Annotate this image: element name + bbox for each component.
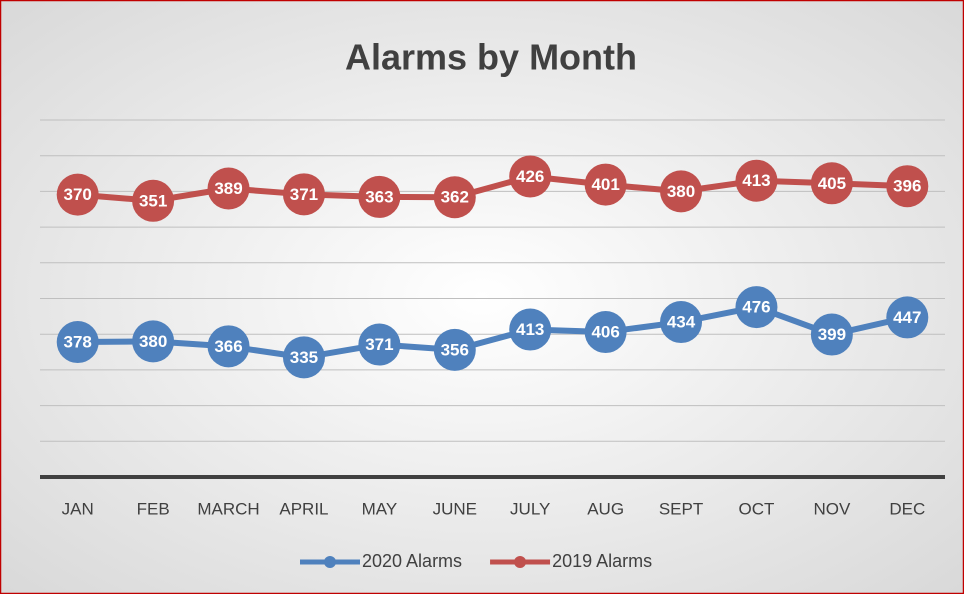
data-point — [509, 155, 552, 198]
data-label: 370 — [64, 185, 92, 204]
data-point — [282, 336, 325, 379]
data-point — [207, 167, 250, 210]
data-label: 371 — [290, 185, 318, 204]
data-label: 399 — [818, 325, 846, 344]
data-label: 363 — [365, 187, 393, 206]
data-label: 371 — [365, 335, 393, 354]
x-tick-label: JUNE — [433, 499, 477, 518]
data-point — [433, 176, 476, 219]
data-point — [810, 162, 853, 205]
data-label: 447 — [893, 308, 921, 327]
data-label: 434 — [667, 313, 696, 332]
x-tick-label: DEC — [889, 499, 925, 518]
data-label: 380 — [139, 332, 167, 351]
data-point — [735, 159, 778, 202]
data-point — [735, 286, 778, 329]
data-label: 426 — [516, 167, 544, 186]
chart-title: Alarms by Month — [345, 37, 637, 78]
data-label: 406 — [591, 323, 619, 342]
data-point — [207, 325, 250, 368]
x-tick-label: SEPT — [659, 499, 703, 518]
legend-marker — [324, 556, 336, 568]
data-point — [56, 173, 99, 216]
data-point — [584, 163, 627, 206]
data-label: 401 — [591, 175, 619, 194]
x-tick-label: NOV — [813, 499, 851, 518]
data-point — [132, 179, 175, 222]
x-tick-label: FEB — [137, 499, 170, 518]
x-tick-label: JULY — [510, 499, 550, 518]
data-point — [886, 165, 929, 208]
data-label: 405 — [818, 174, 846, 193]
x-tick-label: MAY — [362, 499, 398, 518]
data-point — [358, 175, 401, 218]
data-point — [660, 301, 703, 344]
data-point — [132, 320, 175, 363]
data-point — [810, 313, 853, 356]
data-point — [358, 323, 401, 366]
data-label: 476 — [742, 298, 770, 317]
data-point — [282, 173, 325, 216]
data-point — [584, 311, 627, 354]
data-label: 362 — [441, 188, 469, 207]
data-label: 378 — [64, 333, 92, 352]
data-label: 413 — [742, 171, 770, 190]
data-label: 396 — [893, 177, 921, 196]
data-label: 366 — [214, 337, 242, 356]
x-tick-label: MARCH — [197, 499, 259, 518]
data-label: 335 — [290, 348, 318, 367]
x-tick-label: OCT — [739, 499, 775, 518]
data-point — [660, 170, 703, 213]
x-tick-label: AUG — [587, 499, 624, 518]
legend-label: 2020 Alarms — [362, 551, 462, 571]
x-tick-label: JAN — [62, 499, 94, 518]
data-label: 351 — [139, 191, 167, 210]
data-point — [886, 296, 929, 339]
data-point — [433, 328, 476, 371]
legend-marker — [514, 556, 527, 568]
x-tick-label: APRIL — [279, 499, 328, 518]
data-label: 413 — [516, 320, 544, 339]
data-point — [509, 308, 552, 351]
data-label: 389 — [214, 179, 242, 198]
legend-label: 2019 Alarms — [552, 551, 652, 571]
data-point — [56, 321, 99, 364]
data-label: 356 — [441, 340, 469, 359]
data-label: 380 — [667, 182, 695, 201]
